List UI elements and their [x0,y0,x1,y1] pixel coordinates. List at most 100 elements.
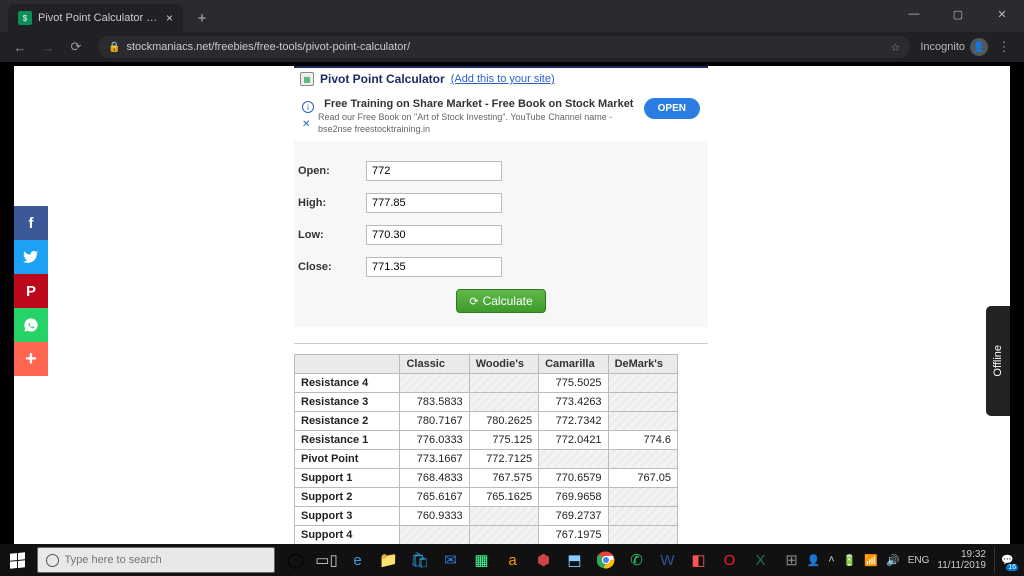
result-cell [608,393,677,412]
incognito-indicator: Incognito 👤 [920,38,988,56]
table-row: Resistance 4775.5025 [295,374,678,393]
social-share-bar: f P + [14,206,48,376]
windows-taskbar: ◯ ▭▯ e 📁 🛍 ✉ ▦ a ⬢ ⬒ ✆ W ◧ O X ⊞ 👤 ˄ 🔋 📶… [0,544,1024,576]
clock[interactable]: 19:32 11/11/2019 [937,549,986,571]
edge-icon[interactable]: e [343,544,373,576]
app-icon-1[interactable]: ▦ [467,544,497,576]
chrome-icon[interactable] [591,544,621,576]
low-input[interactable] [366,225,502,245]
result-cell [469,393,538,412]
window-close-button[interactable]: ✕ [980,0,1024,28]
browser-menu-icon[interactable]: ⋮ [992,35,1016,59]
task-view-icon[interactable]: ▭▯ [312,544,342,576]
window-maximize-button[interactable]: ▢ [936,0,980,28]
calculator-form: Open: High: Low: Close: Calculate [294,141,708,327]
back-button[interactable]: ← [8,35,32,59]
result-cell [469,526,538,544]
promo-banner: i ✕ Free Training on Share Market - Free… [294,90,708,141]
table-row: Resistance 1776.0333775.125772.0421774.6 [295,431,678,450]
results-column-header: Woodie's [469,355,538,374]
start-button[interactable] [0,544,35,576]
taskbar-search[interactable] [37,547,275,573]
open-label: Open: [298,165,366,177]
app-icon-5[interactable]: ⊞ [777,544,807,576]
result-cell: 768.4833 [400,469,469,488]
reload-button[interactable]: ⟳ [64,35,88,59]
amazon-icon[interactable]: a [498,544,528,576]
whatsapp-share-button[interactable] [14,308,48,342]
result-cell: 767.575 [469,469,538,488]
add-to-site-link[interactable]: (Add this to your site) [451,73,555,85]
time-text: 19:32 [937,549,986,560]
row-label: Support 4 [295,526,400,544]
calendar-icon: ▦ [300,72,314,86]
results-header-empty [295,355,400,374]
whatsapp-taskbar-icon[interactable]: ✆ [622,544,652,576]
app-icon-2[interactable]: ⬢ [529,544,559,576]
open-input[interactable] [366,161,502,181]
pinterest-share-button[interactable]: P [14,274,48,308]
notifications-icon[interactable]: 💬16 [994,547,1020,573]
table-row: Support 4 767.1975 [295,526,678,544]
result-cell: 772.0421 [539,431,608,450]
separator [294,343,708,344]
result-cell: 774.6 [608,431,677,450]
cortana-icon[interactable]: ◯ [281,544,311,576]
info-icon[interactable]: i [302,101,314,113]
taskbar-search-input[interactable] [65,554,266,566]
twitter-share-button[interactable] [14,240,48,274]
url-text: stockmaniacs.net/freebies/free-tools/piv… [126,41,410,53]
tab-close-icon[interactable]: × [166,11,173,25]
result-cell: 767.1975 [539,526,608,544]
facebook-share-button[interactable]: f [14,206,48,240]
high-input[interactable] [366,193,502,213]
opera-icon[interactable]: O [715,544,745,576]
high-label: High: [298,197,366,209]
excel-icon[interactable]: X [746,544,776,576]
result-cell [608,507,677,526]
table-row: Pivot Point773.1667772.7125 [295,450,678,469]
app-icon-3[interactable]: ⬒ [560,544,590,576]
promo-open-button[interactable]: OPEN [644,98,700,119]
wifi-icon[interactable]: 📶 [864,554,878,567]
page-viewport: ▦ Pivot Point Calculator (Add this to yo… [0,62,1024,544]
window-minimize-button[interactable]: — [892,0,936,28]
word-icon[interactable]: W [653,544,683,576]
forward-button[interactable]: → [36,35,60,59]
page-title: Pivot Point Calculator [320,72,445,86]
store-icon[interactable]: 🛍 [405,544,435,576]
tray-expand-icon[interactable]: ˄ [828,554,834,566]
result-cell: 776.0333 [400,431,469,450]
more-share-button[interactable]: + [14,342,48,376]
new-tab-button[interactable]: + [191,7,213,29]
row-label: Support 3 [295,507,400,526]
close-input[interactable] [366,257,502,277]
offline-tab[interactable]: Offline [986,306,1010,416]
incognito-icon: 👤 [970,38,988,56]
results-table: ClassicWoodie'sCamarillaDeMark's Resista… [294,354,678,544]
result-cell: 780.2625 [469,412,538,431]
volume-icon[interactable]: 🔊 [886,554,900,567]
tab-favicon: $ [18,11,32,25]
results-column-header: Camarilla [539,355,608,374]
file-explorer-icon[interactable]: 📁 [374,544,404,576]
language-indicator[interactable]: ENG [908,555,930,566]
people-icon[interactable]: 👤 [807,554,821,567]
results-column-header: DeMark's [608,355,677,374]
result-cell [608,412,677,431]
address-bar[interactable]: 🔒 stockmaniacs.net/freebies/free-tools/p… [98,36,910,58]
result-cell [608,374,677,393]
result-cell: 773.1667 [400,450,469,469]
app-icon-4[interactable]: ◧ [684,544,714,576]
table-row: Support 3760.9333769.2737 [295,507,678,526]
browser-tab[interactable]: $ Pivot Point Calculator | StockMan × [8,4,183,32]
results-column-header: Classic [400,355,469,374]
result-cell: 769.9658 [539,488,608,507]
calculate-button[interactable]: Calculate [456,289,545,313]
date-text: 11/11/2019 [937,560,986,571]
table-row: Support 2765.6167765.1625769.9658 [295,488,678,507]
battery-icon[interactable]: 🔋 [843,554,857,567]
mail-icon[interactable]: ✉ [436,544,466,576]
star-icon[interactable]: ☆ [890,41,900,54]
promo-close-icon[interactable]: ✕ [302,119,314,130]
